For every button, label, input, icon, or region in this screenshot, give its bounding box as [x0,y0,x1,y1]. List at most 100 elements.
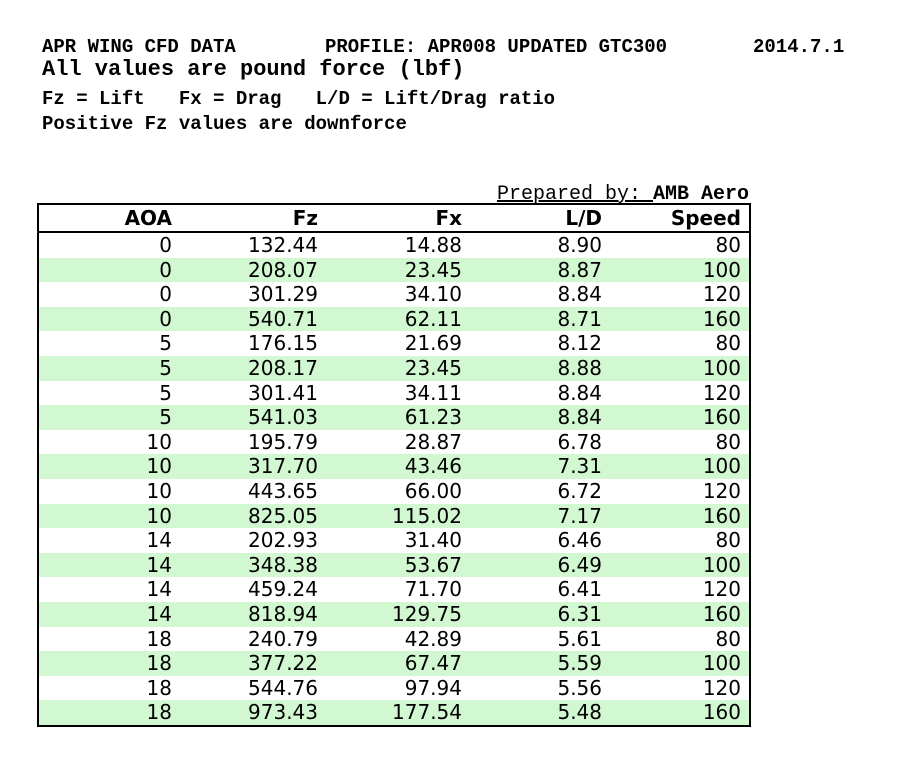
table-cell: 8.88 [470,355,610,381]
table-row: 14 818.94 129.75 6.31 160 [38,601,750,627]
table-cell: 80 [715,626,741,651]
table-cell: 6.41 [557,577,602,602]
cfd-table-body: 0 132.44 14.88 8.90 80 0 208.07 23.45 8.87 100 0 30… [38,232,750,726]
table-cell: 5 [159,380,172,405]
table-row: 10 317.70 43.46 7.31 100 [38,454,750,479]
table-cell: 377.22 [180,651,326,676]
column-header-aoa: AOA [38,204,180,233]
table-cell: 195.79 [248,429,318,454]
table-cell: 31.40 [404,528,462,553]
table-cell: 23.45 [326,355,470,381]
table-cell: 160 [610,700,750,726]
table-cell: 6.31 [470,601,610,627]
table-cell: 5 [38,405,180,430]
table-cell: 160 [610,601,750,627]
table-cell: 100 [610,355,750,381]
table-cell: 71.70 [404,577,462,602]
table-row: 5 176.15 21.69 8.12 80 [38,331,750,356]
table-cell: 208.07 [180,257,326,283]
table-cell: 6.78 [557,429,602,454]
table-cell: 62.11 [326,306,470,332]
table-cell: 10 [38,454,180,479]
table-cell: 0 [38,306,180,332]
table-row: 10 825.05 115.02 7.17 160 [38,503,750,529]
prepared-by-value: AMB Aero [652,183,749,206]
table-cell: 67.47 [326,651,470,676]
table-cell: 240.79 [248,626,318,651]
table-cell: 10 [146,429,172,454]
table-cell: 14 [38,601,180,627]
table-row: 10 443.65 66.00 6.72 120 [38,479,750,504]
table-cell: 443.65 [248,478,318,503]
table-cell: 132.44 [248,233,318,257]
table-row: 5 301.41 34.11 8.84 120 [38,381,750,406]
table-cell: 18 [146,675,172,700]
table-cell: 0 [38,257,180,283]
table-cell: 208.17 [180,355,326,381]
table-cell: 43.46 [326,454,470,479]
prepared-by-label: Prepared by: [496,183,653,206]
table-cell: 10 [146,478,172,503]
table-cell: 6.46 [557,528,602,553]
table-cell: 100 [610,651,750,676]
table-cell: 160 [610,503,750,529]
table-cell: 80 [715,331,741,356]
table-cell: 120 [702,577,741,602]
table-cell: 18 [38,651,180,676]
table-cell: 973.43 [180,700,326,726]
table-cell: 120 [702,675,741,700]
table-cell: 100 [610,257,750,283]
table-row: 18 240.79 42.89 5.61 80 [38,627,750,652]
table-cell: 176.15 [248,331,318,356]
table-cell: 80 [715,528,741,553]
table-cell: 14 [146,528,172,553]
table-cell: 80 [715,233,741,257]
table-cell: 818.94 [180,601,326,627]
table-cell: 5.61 [557,626,602,651]
table-cell: 6.49 [470,552,610,578]
table-cell: 8.84 [557,282,602,307]
legend-line: Fz = Lift Fx = Drag L/D = Lift/Drag rati… [42,88,556,110]
table-cell: 100 [610,454,750,479]
table-cell: 115.02 [326,503,470,529]
table-cell: 129.75 [326,601,470,627]
profile-label: PROFILE: APR008 UPDATED GTC300 [325,36,668,58]
table-cell: 825.05 [180,503,326,529]
column-header-fx: Fx [326,204,470,233]
table-cell: 540.71 [180,306,326,332]
table-cell: 8.84 [557,380,602,405]
table-cell: 177.54 [326,700,470,726]
table-row: 0 208.07 23.45 8.87 100 [38,257,750,283]
table-cell: 97.94 [404,675,462,700]
table-row: 0 132.44 14.88 8.90 80 [38,232,750,258]
table-cell: 8.71 [470,306,610,332]
downforce-note: Positive Fz values are downforce [42,113,407,135]
table-cell: 301.41 [248,380,318,405]
table-cell: 28.87 [404,429,462,454]
title-line: APR WING CFD DATA PROFILE: APR008 UPDATE… [42,36,902,58]
table-cell: 202.93 [248,528,318,553]
cfd-data-table: AOA Fz Fx L/D Speed 0 132.44 14.88 8.90 80 0 2… [37,203,751,727]
table-cell: 34.11 [404,380,462,405]
table-cell: 459.24 [248,577,318,602]
table-cell: 18 [38,700,180,726]
table-row: 10 195.79 28.87 6.78 80 [38,430,750,455]
table-cell: 8.90 [557,233,602,257]
units-subtitle: All values are pound force (lbf) [42,57,465,82]
column-header-ld: L/D [470,204,610,233]
table-cell: 66.00 [404,478,462,503]
table-cell: 10 [38,503,180,529]
table-cell: 301.29 [248,282,318,307]
table-cell: 317.70 [180,454,326,479]
table-row: 18 973.43 177.54 5.48 160 [38,700,750,726]
table-cell: 14.88 [404,233,462,257]
table-cell: 18 [146,626,172,651]
table-cell: 8.12 [557,331,602,356]
table-cell: 5.48 [470,700,610,726]
table-cell: 23.45 [326,257,470,283]
table-cell: 7.17 [470,503,610,529]
table-cell: 6.72 [557,478,602,503]
table-row: 5 208.17 23.45 8.88 100 [38,355,750,381]
table-cell: 14 [38,552,180,578]
document-title: APR WING CFD DATA [42,36,236,58]
